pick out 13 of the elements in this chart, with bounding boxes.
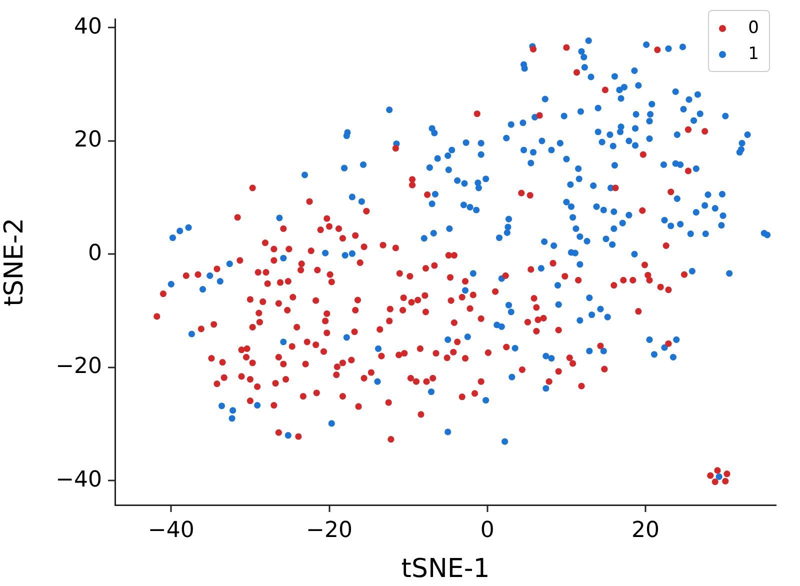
x-tick-label: −40 xyxy=(148,518,194,543)
legend-label: 1 xyxy=(748,43,759,66)
y-tick-label: 40 xyxy=(74,14,102,40)
legend-label: 0 xyxy=(748,17,759,40)
x-tick-label: 20 xyxy=(632,518,660,543)
y-axis-title: tSNE-2 xyxy=(0,218,30,306)
y-tick-label: −40 xyxy=(56,467,102,492)
x-tick-label: −20 xyxy=(306,518,352,543)
y-tick-label: 20 xyxy=(74,128,102,153)
x-tick-label: 0 xyxy=(480,518,494,543)
y-tick-label: 0 xyxy=(88,240,102,266)
y-tick-label: −20 xyxy=(56,354,102,380)
x-axis-title: tSNE-1 xyxy=(401,554,490,584)
